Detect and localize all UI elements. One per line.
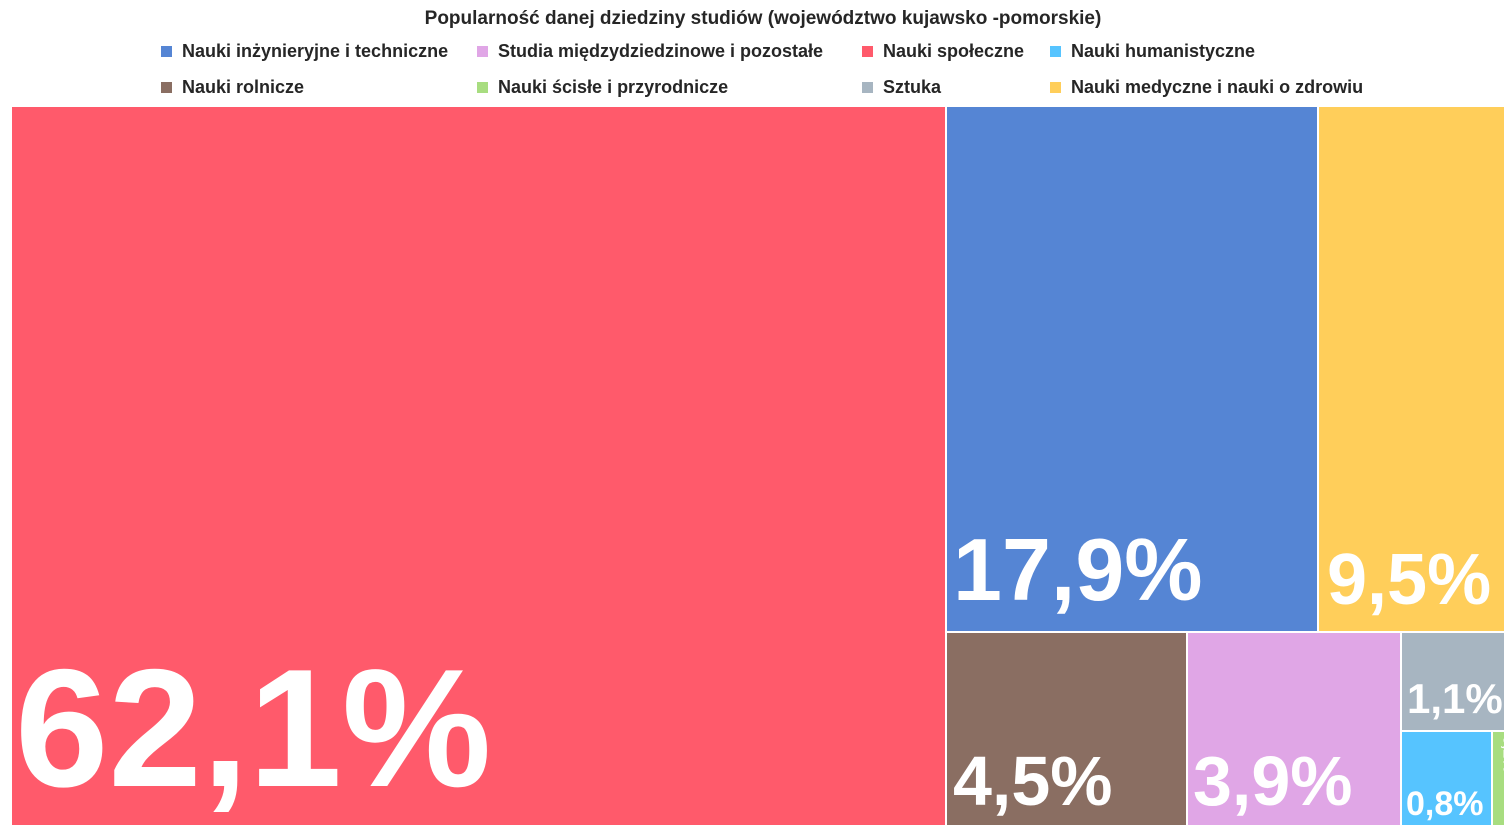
treemap-rect-sztuka [1402,633,1504,730]
legend-label-nauki-rolnicze: Nauki rolnicze [182,76,305,97]
treemap-rect-studia-miedzydziedzinowe-i-pozostale [1188,633,1400,825]
treemap-rect-nauki-scisle-i-przyrodnicze [1493,732,1504,825]
legend-label-nauki-spoleczne: Nauki społeczne [883,40,1025,61]
legend-label-nauki-inzynieryjne: Nauki inżynieryjne i techniczne [182,40,449,61]
legend-swatch-sztuka [862,81,873,93]
treemap-rect-nauki-humanistyczne [1402,732,1491,825]
treemap-label-nauki-inzynieryjne-i-techniczne: 17,9% [953,520,1203,619]
legend-swatch-studia-miedzydziedzinowe [477,45,488,57]
legend-item-nauki-inzynieryjne: Nauki inżynieryjne i techniczne [161,39,448,63]
legend-label-studia-miedzydziedzinowe: Studia międzydziedzinowe i pozostałe [498,40,824,61]
treemap-tile-nauki-rolnicze: 4,5% [947,633,1186,825]
treemap-tile-nauki-scisle-i-przyrodnicze: 0,2% [1493,732,1504,825]
legend-swatch-nauki-scisle [477,81,488,93]
treemap-label-nauki-medyczne-i-nauki-o-zdrowiu: 9,5% [1327,540,1491,620]
treemap-rect-nauki-rolnicze [947,633,1186,825]
legend-swatch-nauki-inzynieryjne [161,45,172,57]
legend-item-nauki-rolnicze: Nauki rolnicze [161,75,304,99]
treemap-rect-nauki-inzynieryjne-i-techniczne [947,107,1317,631]
legend-item-studia-miedzydziedzinowe: Studia międzydziedzinowe i pozostałe [477,39,823,63]
treemap-tile-nauki-spoleczne: 62,1% [12,107,945,825]
treemap-rect-nauki-spoleczne [12,107,945,825]
legend-item-nauki-medyczne: Nauki medyczne i nauki o zdrowiu [1050,75,1363,99]
treemap-rect-nauki-medyczne-i-nauki-o-zdrowiu [1319,107,1504,631]
legend-swatch-nauki-medyczne [1050,81,1061,93]
treemap-label-nauki-spoleczne: 62,1% [15,634,491,822]
treemap-label-studia-miedzydziedzinowe-i-pozostale: 3,9% [1193,742,1353,820]
treemap-label-nauki-scisle-i-przyrodnicze: 0,2% [1500,736,1504,772]
treemap-tile-nauki-humanistyczne: 0,8% [1402,732,1491,825]
legend-item-nauki-humanistyczne: Nauki humanistyczne [1050,39,1255,63]
legend-swatch-nauki-humanistyczne [1050,45,1061,57]
treemap-label-sztuka: 1,1% [1407,675,1503,722]
legend-label-sztuka: Sztuka [883,76,942,97]
treemap-label-nauki-humanistyczne: 0,8% [1406,785,1484,823]
legend-label-nauki-scisle: Nauki ścisłe i przyrodnicze [498,76,729,97]
treemap-tile-nauki-medyczne-i-nauki-o-zdrowiu: 9,5% [1319,107,1504,631]
legend-label-nauki-humanistyczne: Nauki humanistyczne [1071,40,1256,61]
legend-item-nauki-scisle: Nauki ścisłe i przyrodnicze [477,75,728,99]
legend-label-nauki-medyczne: Nauki medyczne i nauki o zdrowiu [1071,76,1364,97]
legend-item-nauki-spoleczne: Nauki społeczne [862,39,1024,63]
treemap-tile-studia-miedzydziedzinowe-i-pozostale: 3,9% [1188,633,1400,825]
treemap-label-nauki-rolnicze: 4,5% [953,742,1113,820]
treemap-tile-nauki-inzynieryjne-i-techniczne: 17,9% [947,107,1317,631]
legend-swatch-nauki-spoleczne [862,45,873,57]
legend-swatch-nauki-rolnicze [161,81,172,93]
chart-title: Popularność danej dziedziny studiów (woj… [424,8,1102,29]
treemap-tile-sztuka: 1,1% [1402,633,1504,730]
legend-item-sztuka: Sztuka [862,75,941,99]
